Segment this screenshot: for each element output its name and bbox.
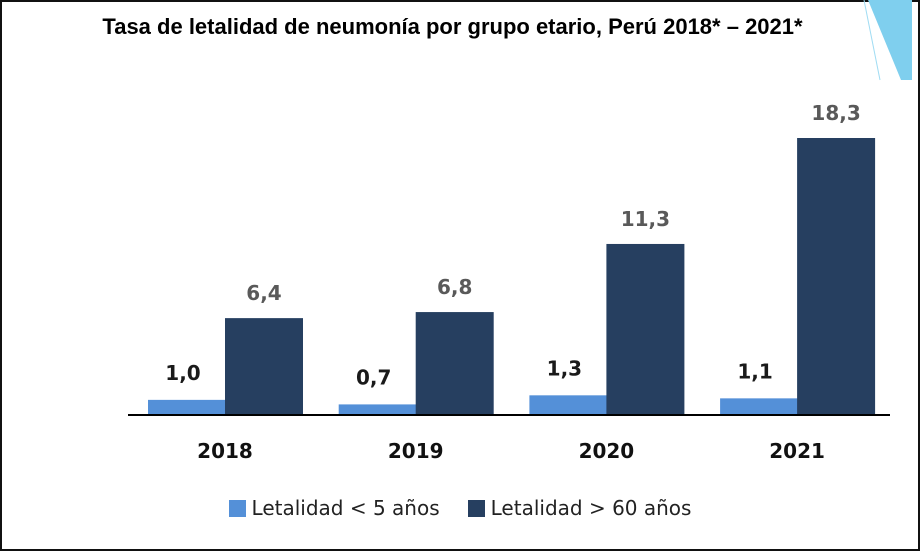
bar-over-60-2020 <box>606 243 685 415</box>
x-tick-label: 2021 <box>769 439 825 463</box>
x-tick-label: 2020 <box>579 439 635 463</box>
bar-under-5-2021 <box>720 398 799 415</box>
data-label: 0,7 <box>356 365 391 389</box>
bar-over-60-2021 <box>797 138 876 415</box>
bar-over-60-2019 <box>415 312 494 415</box>
legend: Letalidad < 5 años Letalidad > 60 años <box>0 496 920 520</box>
x-tick-label: 2018 <box>197 439 253 463</box>
legend-swatch <box>228 499 246 517</box>
bar-under-5-2019 <box>338 404 417 415</box>
data-label: 6,8 <box>437 275 472 299</box>
bar-over-60-2018 <box>225 318 303 415</box>
data-label: 6,4 <box>246 281 281 305</box>
legend-item-over-60: Letalidad > 60 años <box>467 496 692 520</box>
legend-item-under-5: Letalidad < 5 años <box>228 496 440 520</box>
data-label: 11,3 <box>621 207 670 231</box>
x-tick-label: 2019 <box>388 439 444 463</box>
chart-title: Tasa de letalidad de neumonía por grupo … <box>102 14 803 39</box>
data-label: 1,3 <box>547 356 582 380</box>
data-label: 18,3 <box>811 101 860 125</box>
decorative-line <box>863 0 881 81</box>
legend-label: Letalidad < 5 años <box>251 496 440 520</box>
legend-swatch <box>467 499 485 517</box>
decorative-corner-shape <box>868 0 912 80</box>
data-label: 1,1 <box>737 359 772 383</box>
bar-under-5-2018 <box>148 399 226 415</box>
bar-under-5-2020 <box>529 395 608 415</box>
legend-label: Letalidad > 60 años <box>490 496 692 520</box>
data-label: 1,0 <box>165 361 200 385</box>
